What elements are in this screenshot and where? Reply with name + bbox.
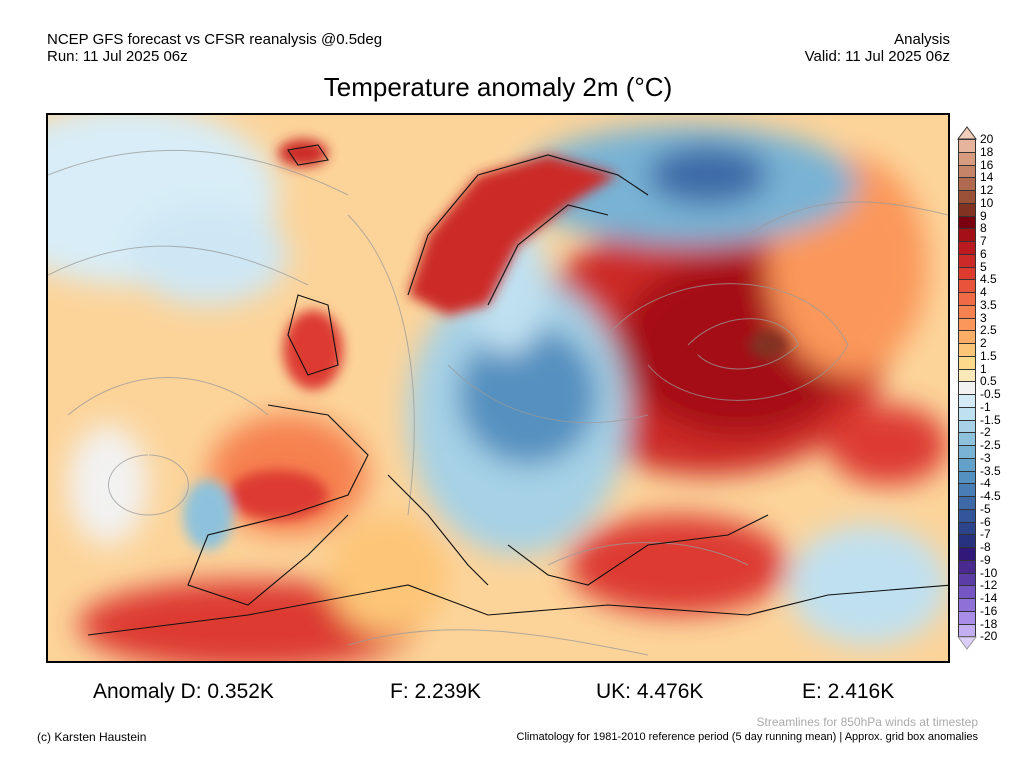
colorbar-swatch (958, 457, 976, 472)
colorbar-label: -0.5 (980, 387, 1001, 401)
colorbar-swatch (958, 521, 976, 536)
colorbar-label: 18 (980, 144, 994, 159)
colorbar-label: -3.5 (980, 463, 1001, 478)
colorbar-swatch (958, 343, 976, 357)
colorbar-swatch (958, 317, 976, 332)
colorbar-label: -4 (980, 476, 991, 491)
colorbar-swatch (958, 508, 976, 523)
colorbar-label: 7 (980, 234, 987, 248)
model-description: NCEP GFS forecast vs CFSR reanalysis @0.… (47, 31, 383, 48)
colorbar-label: -2 (980, 425, 991, 440)
colorbar-label: -6 (980, 514, 991, 529)
colorbar-min-arrow (957, 636, 977, 651)
colorbar-label: 0.5 (980, 374, 997, 389)
colorbar-swatch (958, 470, 976, 485)
colorbar-swatch (958, 253, 976, 268)
colorbar-swatch (958, 355, 976, 370)
colorbar-label: 4.5 (980, 272, 997, 287)
colorbar-swatch (958, 368, 976, 383)
colorbar-swatch (958, 304, 976, 319)
temperature-anomaly-map (46, 113, 950, 663)
colorbar-label: -16 (980, 603, 998, 618)
analysis-label: Analysis (894, 31, 950, 48)
colorbar-label: 5 (980, 259, 987, 274)
colorbar-swatch (958, 534, 976, 548)
colorbar-swatch (958, 292, 976, 306)
colorbar-label: 9 (980, 208, 987, 223)
colorbar-swatch (958, 215, 976, 230)
colorbar-swatch (958, 572, 976, 587)
colorbar-label: 16 (980, 157, 994, 172)
colorbar-swatch (958, 381, 976, 395)
streamlines (48, 149, 948, 656)
colorbar-label: -20 (980, 629, 998, 644)
colorbar-swatch (958, 559, 976, 574)
valid-time: Valid: 11 Jul 2025 06z (804, 48, 950, 65)
colorbar-label: 12 (980, 183, 994, 197)
colorbar-label: -5 (980, 501, 991, 516)
colorbar-label: 20 (980, 132, 994, 146)
colorbar-label: 4 (980, 285, 987, 299)
colorbar-label: -9 (980, 552, 991, 567)
colorbar-label: 1.5 (980, 348, 997, 363)
colorbar-label: 10 (980, 195, 994, 210)
colorbar-swatch (958, 330, 976, 344)
colorbar-swatch (958, 445, 976, 459)
colorbar-label: -1.5 (980, 412, 1001, 427)
coastlines (87, 144, 948, 636)
colorbar-max-arrow (957, 126, 977, 140)
colorbar-label: 6 (980, 246, 987, 261)
colorbar-swatch (958, 279, 976, 293)
colorbar-swatch (958, 598, 976, 612)
anomaly-field (48, 115, 948, 661)
anomaly-france: F: 2.239K (390, 680, 482, 703)
colorbar-swatch (958, 202, 976, 217)
run-time: Run: 11 Jul 2025 06z (47, 48, 188, 65)
colorbar-swatch (958, 496, 976, 510)
colorbar-swatch (958, 394, 976, 408)
colorbar-swatch (958, 177, 976, 191)
colorbar-label: -2.5 (980, 438, 1001, 452)
streamline-note: Streamlines for 850hPa winds at timestep (756, 715, 978, 729)
colorbar-label: 8 (980, 221, 987, 236)
colorbar-swatch (958, 139, 976, 153)
anomaly-domain: Anomaly D: 0.352K (93, 680, 274, 703)
colorbar-label: -8 (980, 540, 991, 554)
colorbar-swatch (958, 432, 976, 446)
colorbar-label: 3.5 (980, 297, 997, 312)
colorbar-swatch (958, 241, 976, 255)
colorbar-swatch (958, 266, 976, 281)
colorbar-label: -7 (980, 527, 991, 542)
copyright: (c) Karsten Haustein (37, 730, 147, 744)
colorbar-label: -10 (980, 565, 998, 580)
colorbar-label: -14 (980, 591, 998, 605)
colorbar-label: -3 (980, 450, 991, 465)
colorbar-swatch (958, 623, 976, 638)
colorbar-label: -4.5 (980, 489, 1001, 503)
map-title: Temperature anomaly 2m (°C) (323, 72, 673, 102)
colorbar-swatch (958, 585, 976, 599)
anomaly-uk: UK: 4.476K (596, 680, 704, 703)
colorbar-swatch (958, 228, 976, 242)
colorbar-swatch (958, 547, 976, 561)
anomaly-europe: E: 2.416K (802, 680, 895, 703)
colorbar-label: 1 (980, 361, 987, 376)
colorbar-label: -12 (980, 578, 998, 593)
colorbar-swatch (958, 151, 976, 166)
climatology-note: Climatology for 1981-2010 reference peri… (516, 731, 978, 743)
colorbar-label: 2 (980, 336, 987, 350)
colorbar-swatch (958, 483, 976, 497)
colorbar-label: 2.5 (980, 323, 997, 338)
colorbar-swatch (958, 190, 976, 204)
colorbar-label: -18 (980, 616, 998, 631)
colorbar-label: 14 (980, 170, 994, 185)
colorbar-swatch (958, 610, 976, 625)
colorbar-label: -1 (980, 399, 991, 414)
colorbar-swatch (958, 406, 976, 421)
colorbar-swatch (958, 419, 976, 434)
colorbar-swatch (958, 164, 976, 179)
colorbar-label: 3 (980, 310, 987, 325)
